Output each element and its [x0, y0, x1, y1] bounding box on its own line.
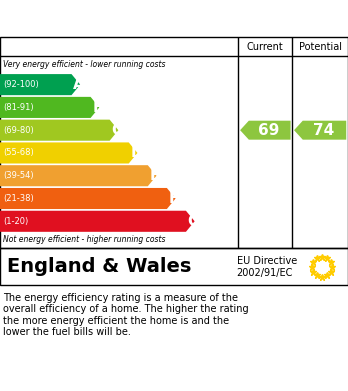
Polygon shape	[0, 165, 157, 186]
Text: (21-38): (21-38)	[3, 194, 34, 203]
Text: 69: 69	[258, 123, 279, 138]
Text: G: G	[188, 214, 200, 229]
Text: 74: 74	[313, 123, 334, 138]
Text: (55-68): (55-68)	[3, 149, 34, 158]
Text: Very energy efficient - lower running costs: Very energy efficient - lower running co…	[3, 60, 166, 69]
Text: Not energy efficient - higher running costs: Not energy efficient - higher running co…	[3, 235, 166, 244]
Text: F: F	[168, 191, 179, 206]
Polygon shape	[0, 188, 175, 209]
Polygon shape	[0, 74, 80, 95]
Text: B: B	[92, 100, 104, 115]
Text: (69-80): (69-80)	[3, 126, 34, 135]
Text: (81-91): (81-91)	[3, 103, 34, 112]
Text: The energy efficiency rating is a measure of the
overall efficiency of a home. T: The energy efficiency rating is a measur…	[3, 292, 249, 337]
Polygon shape	[0, 211, 195, 232]
Text: C: C	[111, 123, 122, 138]
Text: E: E	[150, 168, 160, 183]
Text: A: A	[73, 77, 85, 92]
Text: Energy Efficiency Rating: Energy Efficiency Rating	[50, 9, 298, 28]
Text: (92-100): (92-100)	[3, 80, 39, 89]
Polygon shape	[240, 121, 291, 140]
Polygon shape	[0, 120, 118, 141]
Text: Potential: Potential	[299, 42, 342, 52]
Text: (1-20): (1-20)	[3, 217, 29, 226]
Text: EU Directive
2002/91/EC: EU Directive 2002/91/EC	[237, 256, 297, 278]
Text: D: D	[130, 145, 143, 160]
Text: England & Wales: England & Wales	[7, 257, 191, 276]
Polygon shape	[0, 142, 137, 163]
Text: (39-54): (39-54)	[3, 171, 34, 180]
Polygon shape	[294, 121, 346, 140]
Polygon shape	[0, 97, 99, 118]
Text: Current: Current	[247, 42, 284, 52]
